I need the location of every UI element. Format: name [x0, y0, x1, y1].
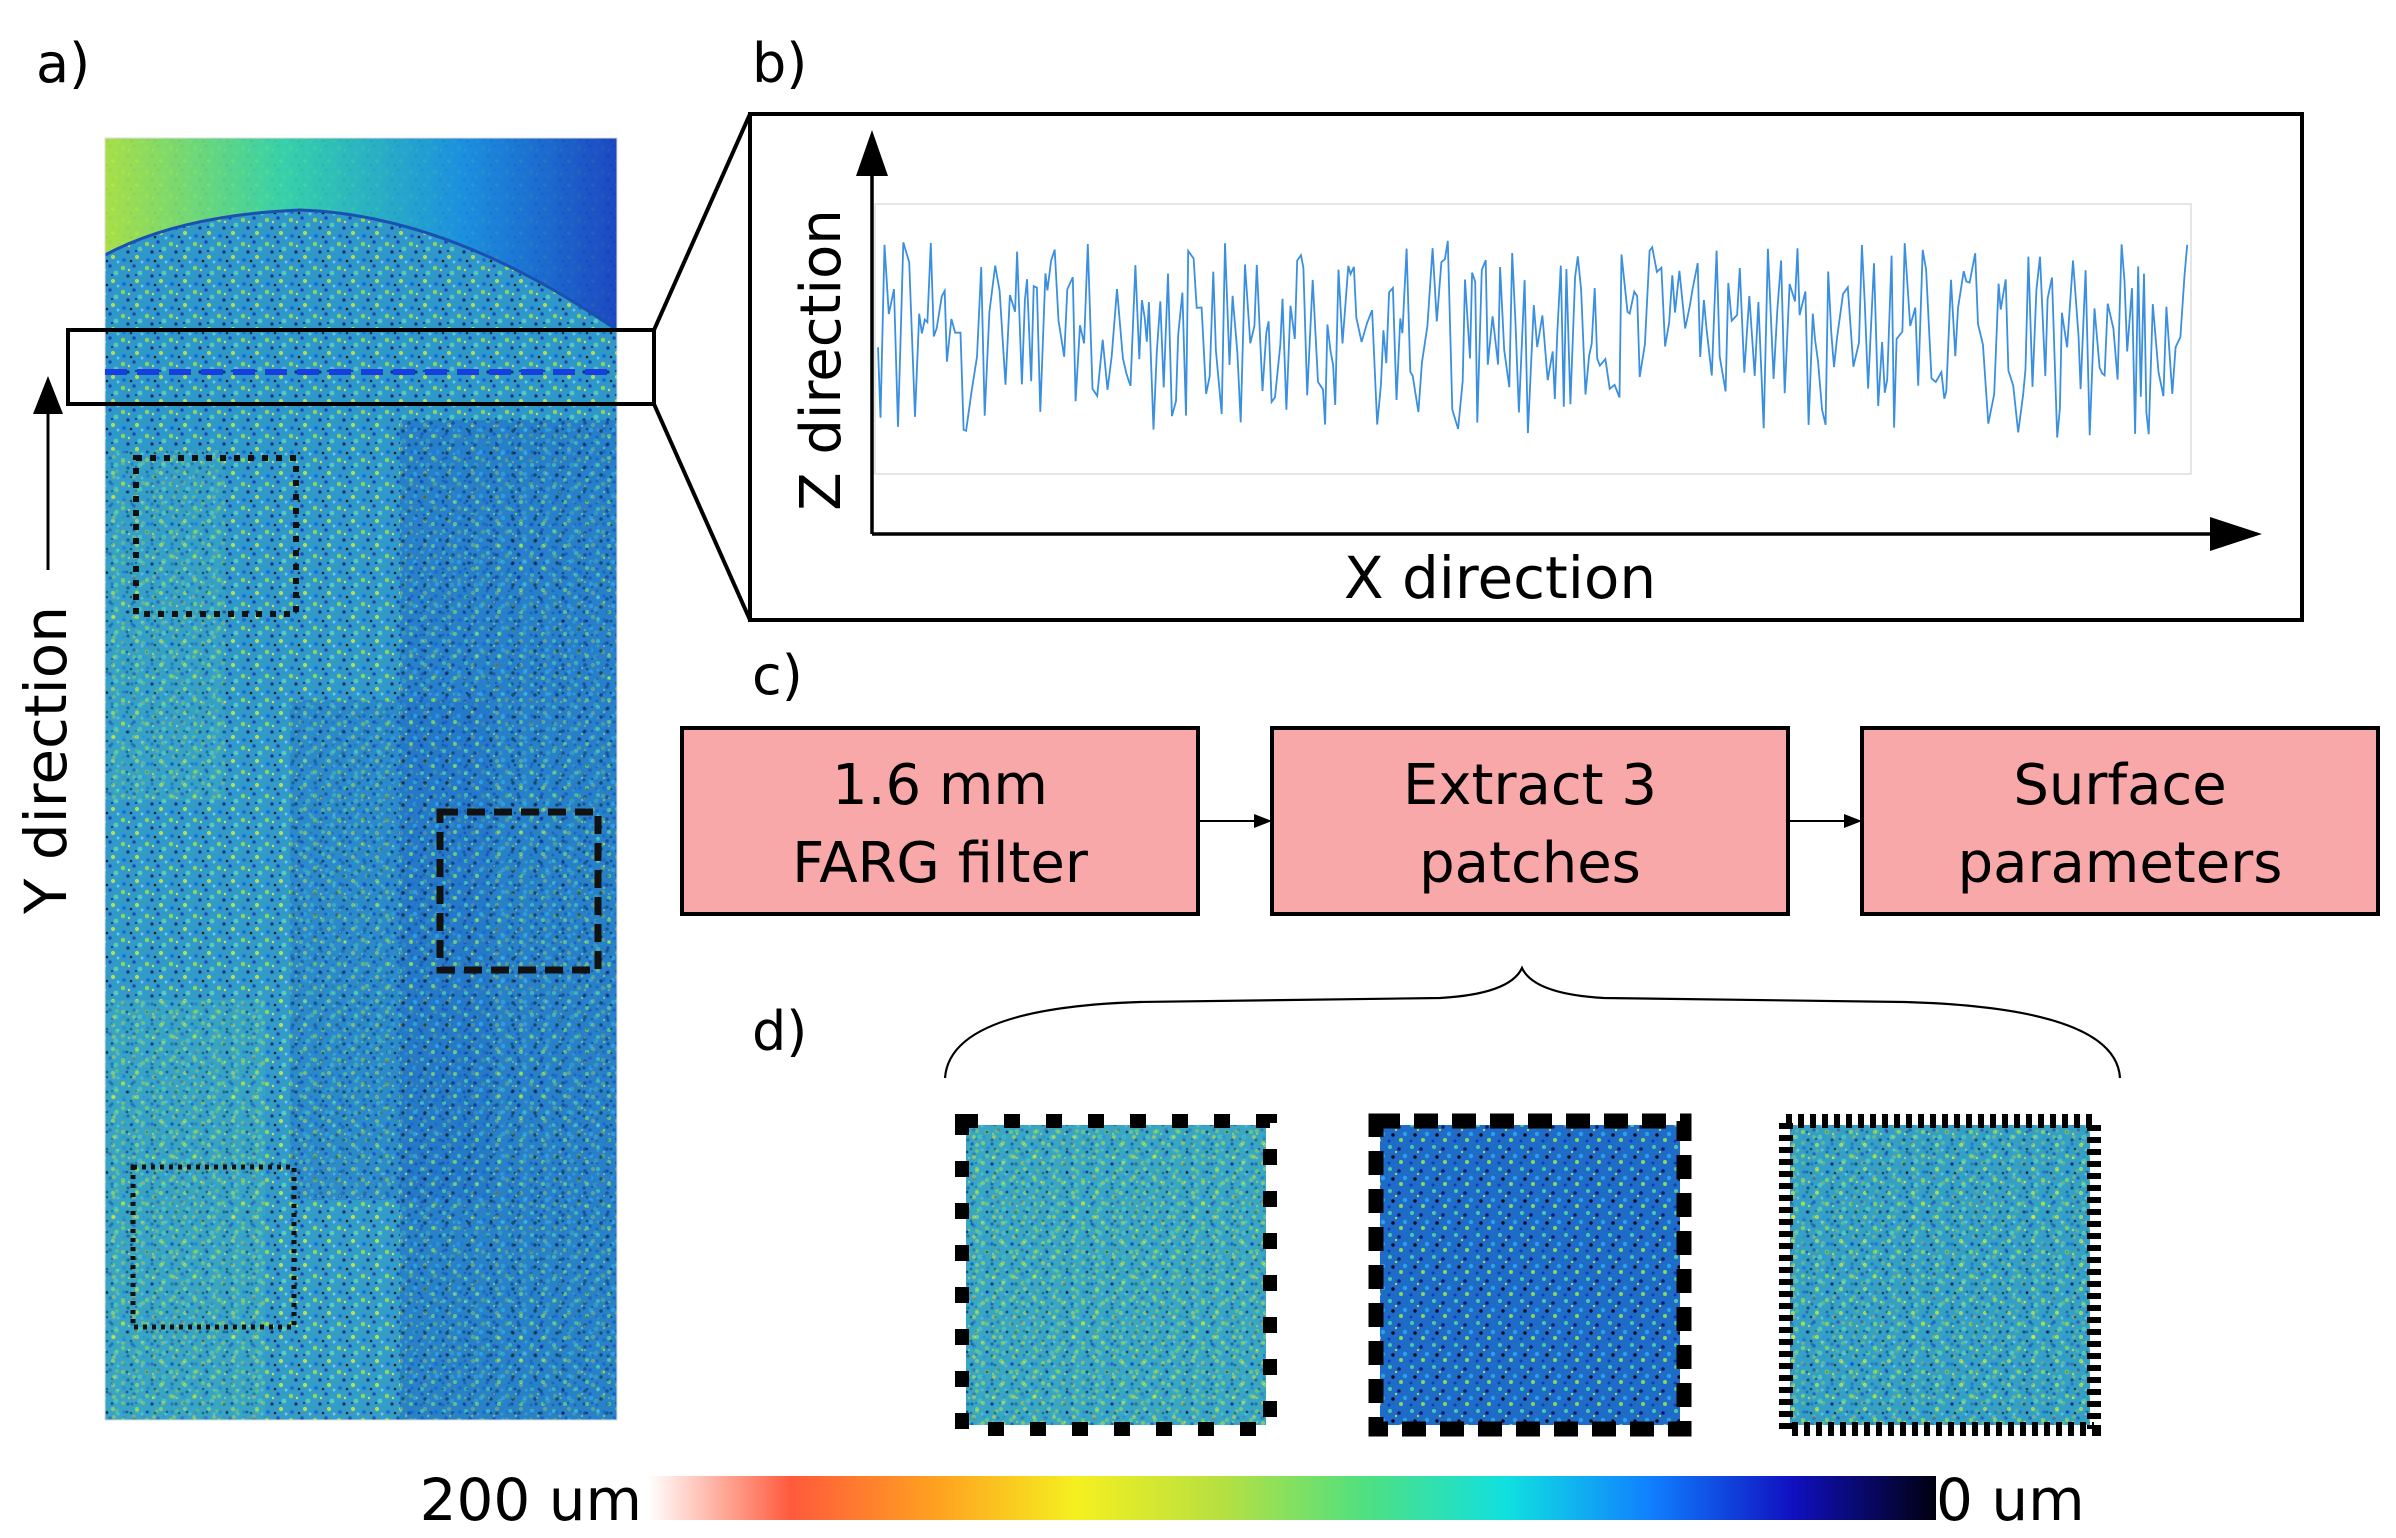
y-axis-arrowhead [33, 376, 63, 414]
step-box-3 [1860, 726, 2380, 916]
patch-outline-3 [130, 1164, 297, 1330]
profile-plot-area [874, 203, 2192, 475]
step-3-line-2: parameters [1958, 831, 2283, 896]
flow-arrowhead-1 [1254, 814, 1272, 828]
step-2-line-1: Extract 3 [1403, 753, 1657, 818]
y-axis-label: Y direction [12, 606, 80, 915]
colorbar-min-label: 0 um [1936, 1466, 2085, 1534]
colorbar-max-label: 200 um [420, 1466, 642, 1534]
colorbar [648, 1476, 1936, 1520]
panel-d-label: d) [752, 1000, 807, 1063]
panel-a-label: a) [36, 32, 90, 95]
patch-outline-1 [133, 455, 299, 617]
step-box-1 [680, 726, 1200, 916]
panel-b-label: b) [752, 32, 807, 95]
step-1-line-2: FARG filter [792, 831, 1089, 896]
flow-arrowhead-2 [1844, 814, 1862, 828]
patch-3 [1779, 1114, 2101, 1436]
panel-c-label: c) [752, 644, 803, 707]
patch-2 [1368, 1113, 1692, 1437]
selection-box [66, 328, 656, 406]
step-box-2 [1270, 726, 1790, 916]
patch-outline-2 [436, 808, 602, 974]
process-flow: 1.6 mm FARG filter Extract 3 patches Sur… [680, 726, 2380, 916]
step-3-line-1: Surface [2013, 753, 2226, 818]
curly-brace [943, 965, 2122, 1079]
surface-map [105, 138, 617, 1420]
z-axis-arrowhead [856, 130, 888, 176]
x-axis-label: X direction [1344, 544, 1656, 612]
patch-1 [955, 1114, 1277, 1436]
step-1-line-1: 1.6 mm [832, 753, 1048, 818]
zoom-line-bottom [652, 403, 752, 621]
zoom-line-top [652, 113, 752, 331]
x-axis-arrowhead [2210, 517, 2262, 551]
profile-line [877, 240, 2189, 438]
z-axis-label: Z direction [789, 209, 854, 511]
step-2-line-2: patches [1419, 831, 1641, 896]
